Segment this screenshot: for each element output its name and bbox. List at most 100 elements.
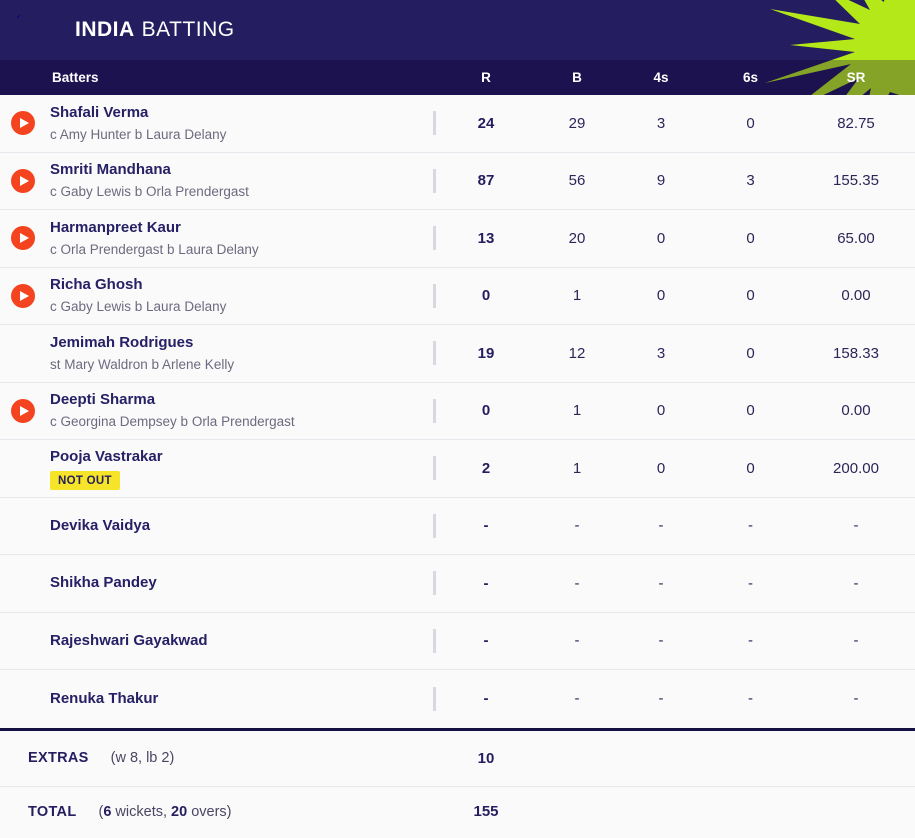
play-icon	[19, 405, 29, 416]
fours-value: 0	[656, 402, 666, 420]
balls-value: 12	[568, 344, 586, 362]
batter-name-block: Deepti Sharma c Georgina Dempsey b Orla …	[50, 390, 295, 431]
strike-rate-value: -	[853, 632, 859, 650]
batter-cell: Shafali Verma c Amy Hunter b Laura Delan…	[0, 95, 436, 152]
balls-value: -	[574, 632, 580, 650]
play-video-button[interactable]	[11, 226, 35, 251]
batter-name-block: Rajeshwari Gayakwad	[50, 631, 208, 651]
runs-value: 19	[477, 344, 495, 362]
batter-name: Shikha Pandey	[50, 574, 157, 592]
batter-cell: Renuka Thakur	[0, 670, 436, 728]
sixes-value: -	[748, 632, 753, 650]
runs-value: 0	[481, 402, 491, 420]
batter-row: Deepti Sharma c Georgina Dempsey b Orla …	[0, 382, 915, 440]
batter-name-block: Smriti Mandhana c Gaby Lewis b Orla Pren…	[50, 160, 249, 201]
runs-value: -	[483, 632, 489, 650]
sixes-value: 3	[746, 172, 755, 190]
batter-name-block: Pooja Vastrakar NOT OUT	[50, 447, 163, 490]
batter-cell: Smriti Mandhana c Gaby Lewis b Orla Pren…	[0, 153, 436, 210]
balls-value: 1	[572, 459, 582, 477]
strike-rate-value: 0.00	[841, 287, 871, 305]
strike-rate-value: 158.33	[833, 344, 879, 362]
balls-value: 1	[572, 402, 582, 420]
fours-value: 9	[656, 172, 666, 190]
total-row: TOTAL (6 wickets, 20 overs) 155	[0, 786, 915, 837]
balls-value: -	[574, 574, 580, 592]
fours-value: -	[658, 574, 664, 592]
india-flag-icon	[17, 15, 51, 45]
team-name: INDIA	[75, 18, 135, 41]
play-icon	[19, 175, 29, 186]
strike-rate-value: -	[853, 574, 859, 592]
strike-rate-value: 0.00	[841, 402, 871, 420]
play-icon	[19, 118, 29, 129]
batter-name: Rajeshwari Gayakwad	[50, 631, 208, 649]
fours-value: 0	[656, 229, 666, 247]
batter-name-block: Harmanpreet Kaur c Orla Prendergast b La…	[50, 218, 259, 259]
play-video-button[interactable]	[11, 111, 35, 136]
sixes-value: 0	[746, 344, 755, 362]
batter-name-block: Shikha Pandey	[50, 573, 157, 593]
batter-cell: Deepti Sharma c Georgina Dempsey b Orla …	[0, 383, 436, 440]
batter-row: Jemimah Rodrigues st Mary Waldron b Arle…	[0, 325, 915, 383]
batter-row: Shikha Pandey - - - - -	[0, 555, 915, 613]
fours-value: 0	[656, 459, 666, 477]
balls-value: 56	[568, 172, 586, 190]
balls-value: -	[574, 690, 580, 708]
strike-rate-value: -	[853, 690, 859, 708]
sixes-value: 0	[746, 114, 755, 132]
batter-row: Harmanpreet Kaur c Orla Prendergast b La…	[0, 210, 915, 268]
total-detail: (6 wickets, 20 overs)	[98, 803, 232, 820]
play-video-button[interactable]	[11, 398, 35, 423]
batter-cell: Shikha Pandey	[0, 555, 436, 612]
batter-row: Rajeshwari Gayakwad - - - - -	[0, 612, 915, 670]
batter-name-block: Shafali Verma c Amy Hunter b Laura Delan…	[50, 103, 226, 144]
batter-name-block: Renuka Thakur	[50, 689, 158, 709]
runs-value: -	[483, 517, 489, 535]
batter-name: Smriti Mandhana	[50, 161, 171, 179]
total-overs: 20	[171, 803, 188, 820]
dismissal-text: c Georgina Dempsey b Orla Prendergast	[50, 414, 295, 430]
column-header-batters: Batters	[52, 70, 99, 85]
batter-row: Shafali Verma c Amy Hunter b Laura Delan…	[0, 95, 915, 153]
table-header: Batters R B 4s 6s SR	[0, 60, 915, 95]
play-video-button[interactable]	[11, 168, 35, 193]
sixes-value: 0	[746, 287, 755, 305]
sixes-value: 0	[746, 229, 755, 247]
total-cell: TOTAL (6 wickets, 20 overs)	[0, 804, 436, 820]
batters-table: Shafali Verma c Amy Hunter b Laura Delan…	[0, 95, 915, 728]
play-icon	[19, 290, 29, 301]
batter-name-block: Devika Vaidya	[50, 516, 150, 536]
strike-rate-value: 155.35	[833, 172, 879, 190]
balls-value: 20	[568, 229, 586, 247]
runs-value: 0	[481, 287, 491, 305]
fours-value: -	[658, 690, 664, 708]
runs-value: -	[483, 574, 489, 592]
batter-name-block: Jemimah Rodrigues st Mary Waldron b Arle…	[50, 333, 234, 374]
section-name: BATTING	[141, 18, 235, 41]
extras-value: 10	[477, 749, 495, 767]
column-header-sixes: 6s	[742, 70, 759, 85]
not-out-badge: NOT OUT	[50, 470, 120, 490]
column-header-strike-rate: SR	[846, 70, 866, 85]
column-header-runs: R	[481, 70, 491, 85]
total-value: 155	[473, 803, 499, 820]
dismissal-text: st Mary Waldron b Arlene Kelly	[50, 356, 235, 372]
runs-value: 2	[481, 459, 491, 477]
dismissal-text: c Gaby Lewis b Laura Delany	[50, 299, 227, 315]
play-video-button[interactable]	[11, 283, 35, 308]
fours-value: 3	[656, 114, 666, 132]
batter-name: Deepti Sharma	[50, 391, 156, 409]
extras-detail: (w 8, lb 2)	[110, 750, 175, 766]
page-title: INDIA BATTING	[75, 18, 235, 42]
batter-cell: Pooja Vastrakar NOT OUT	[0, 440, 436, 497]
runs-value: 87	[477, 172, 495, 190]
extras-cell: EXTRAS (w 8, lb 2)	[0, 750, 436, 766]
strike-rate-value: 200.00	[833, 459, 879, 477]
column-header-fours: 4s	[653, 70, 669, 85]
total-wickets: 6	[103, 803, 112, 820]
balls-value: 29	[568, 114, 586, 132]
batter-row: Pooja Vastrakar NOT OUT 2 1 0 0 200.00	[0, 440, 915, 498]
strike-rate-value: 82.75	[837, 114, 875, 132]
